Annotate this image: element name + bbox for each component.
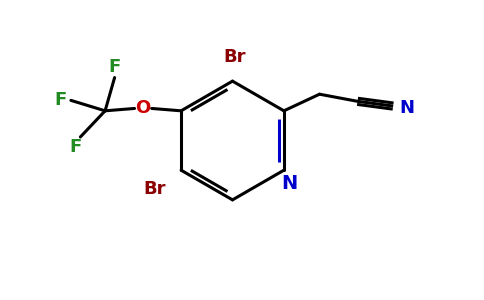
Text: Br: Br xyxy=(144,180,166,198)
Text: O: O xyxy=(136,99,151,117)
Text: F: F xyxy=(70,138,82,156)
Text: F: F xyxy=(108,58,121,76)
Text: N: N xyxy=(282,174,298,193)
Text: N: N xyxy=(399,99,414,117)
Text: Br: Br xyxy=(224,48,246,66)
Text: F: F xyxy=(54,92,67,110)
